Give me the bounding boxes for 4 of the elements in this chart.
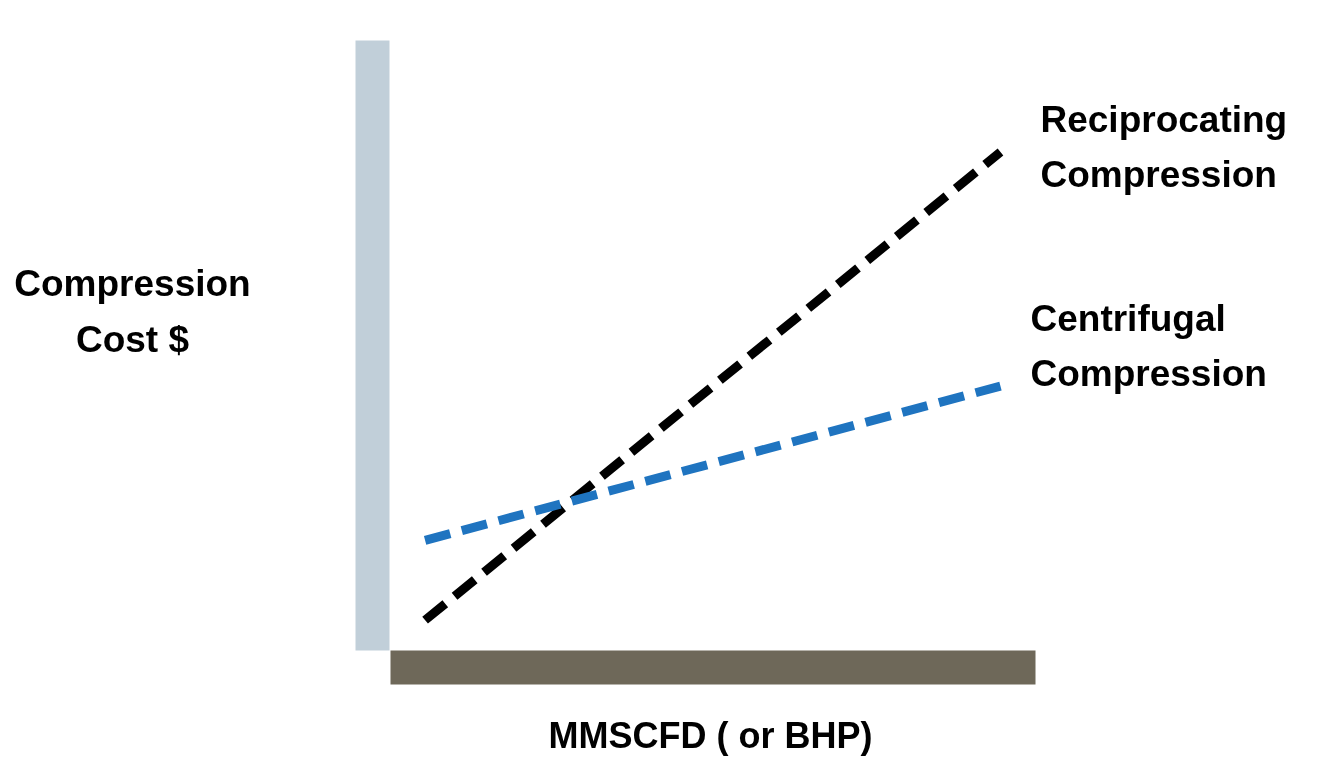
series-label: Reciprocating Compression: [1040, 99, 1288, 196]
y-axis-title: Compression Cost $: [14, 262, 251, 360]
series-label: Centrifugal Compression: [1030, 298, 1267, 395]
x-axis-title: MMSCFD ( or BHP): [548, 714, 873, 756]
